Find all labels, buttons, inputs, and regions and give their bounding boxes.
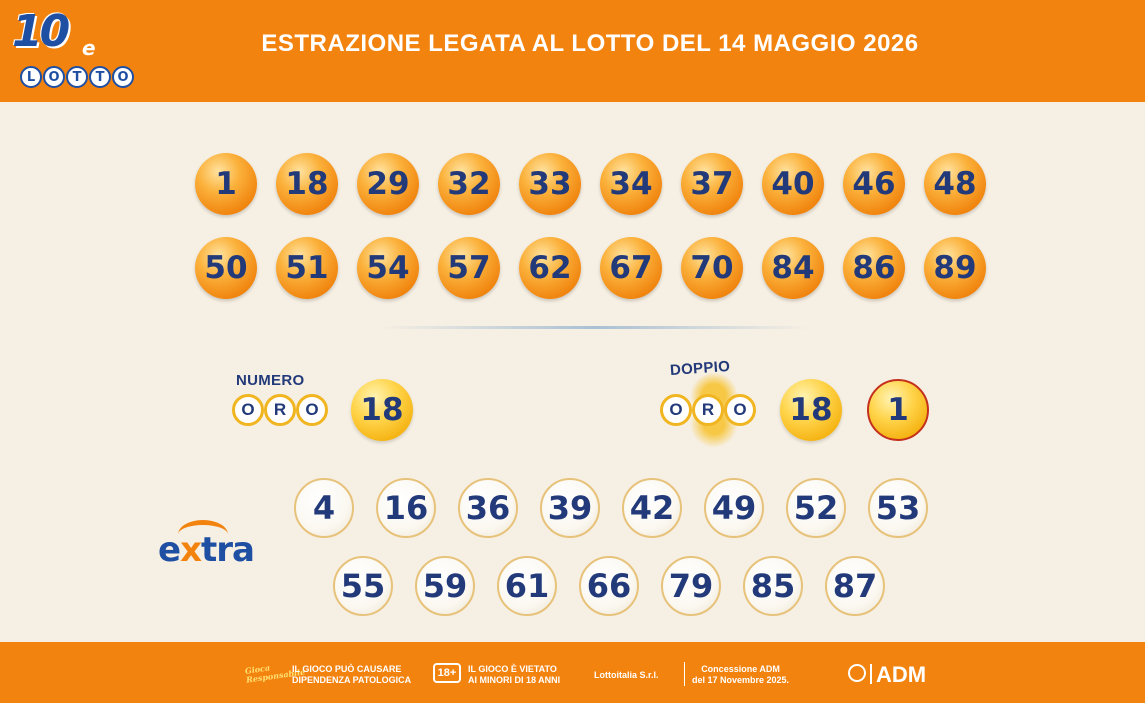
extra-number-ball: 87 [825,556,885,616]
main-number-ball: 40 [762,153,824,215]
logo-letter: O [43,66,65,88]
logo-number: 10 [12,6,70,57]
extra-number-ball: 39 [540,478,600,538]
numero-oro-ball: 18 [351,379,413,441]
main-number-ball: 29 [357,153,419,215]
logo-lotto-letters: L O T T O [20,66,134,88]
main-number-ball: 70 [681,237,743,299]
logo-letter: T [89,66,111,88]
oro-letter: O [296,394,328,426]
extra-number-ball: 55 [333,556,393,616]
concession-line: Concessione ADM [701,664,780,674]
extra-number-ball: 16 [376,478,436,538]
extra-number-ball: 59 [415,556,475,616]
10elotto-logo: 10 e L O T T O [8,6,138,96]
concession-line: del 17 Novembre 2025. [692,675,790,685]
extra-number-ball: 85 [743,556,803,616]
main-number-ball: 57 [438,237,500,299]
extra-number-ball: 42 [622,478,682,538]
logo-letter: L [20,66,42,88]
warning-line: DIPENDENZA PATOLOGICA [292,675,412,685]
oro-letter: O [660,394,692,426]
logo-e: e [82,36,96,60]
warning-line: IL GIOCO È VIETATO [468,664,557,674]
extra-number-ball: 79 [661,556,721,616]
extra-logo-e: e [158,530,181,570]
extra-number-ball: 61 [497,556,557,616]
section-divider [380,326,810,329]
warning-minori: IL GIOCO È VIETATO AI MINORI DI 18 ANNI [468,664,560,686]
main-number-ball: 32 [438,153,500,215]
extra-number-ball: 53 [868,478,928,538]
gioco-responsabile-logo: Gioca Responsabile [244,662,306,685]
age-18-badge: 18+ [433,663,461,683]
logo-letter: O [112,66,134,88]
adm-logo-text: ADM [876,662,927,687]
warning-dipendenza: IL GIOCO PUÒ CAUSARE DIPENDENZA PATOLOGI… [292,664,411,686]
numero-oro-label: NUMERO [236,372,305,389]
main-number-ball: 18 [276,153,338,215]
main-number-ball: 67 [600,237,662,299]
main-number-ball: 89 [924,237,986,299]
header-bar: 10 e L O T T O ESTRAZIONE LEGATA AL LOTT… [0,0,1145,102]
main-number-ball: 1 [195,153,257,215]
extra-number-ball: 49 [704,478,764,538]
oro-letter: R [264,394,296,426]
concession-text: Concessione ADM del 17 Novembre 2025. [692,664,789,686]
main-number-ball: 84 [762,237,824,299]
extra-logo: extra [158,530,255,570]
main-number-ball: 48 [924,153,986,215]
extra-logo-x: x [180,530,202,570]
main-number-ball: 54 [357,237,419,299]
main-number-ball: 37 [681,153,743,215]
extra-logo-arc-icon [178,520,228,549]
extra-number-ball: 4 [294,478,354,538]
footer-bar [0,642,1145,703]
oro-letter: O [724,394,756,426]
doppio-oro-ball-2: 1 [867,379,929,441]
adm-separator [870,664,872,684]
main-number-ball: 86 [843,237,905,299]
doppio-oro-ball-1: 18 [780,379,842,441]
numero-oro-rings: O R O [232,394,328,426]
extra-number-ball: 36 [458,478,518,538]
oro-letter: O [232,394,264,426]
main-number-ball: 50 [195,237,257,299]
doppio-oro-rings: O R O [660,394,756,426]
warning-line: AI MINORI DI 18 ANNI [468,675,561,685]
adm-emblem-icon [848,664,866,682]
main-number-ball: 51 [276,237,338,299]
footer-divider [684,662,685,686]
warning-line: IL GIOCO PUÒ CAUSARE [292,664,402,674]
main-number-ball: 34 [600,153,662,215]
company-name: Lottoitalia S.r.l. [594,670,659,680]
main-number-ball: 62 [519,237,581,299]
extra-number-ball: 52 [786,478,846,538]
extra-number-ball: 66 [579,556,639,616]
oro-letter: R [692,394,724,426]
extra-logo-tra: tra [201,530,255,570]
main-number-ball: 46 [843,153,905,215]
main-number-ball: 33 [519,153,581,215]
logo-letter: T [66,66,88,88]
draw-title: ESTRAZIONE LEGATA AL LOTTO DEL 14 MAGGIO… [261,30,919,57]
